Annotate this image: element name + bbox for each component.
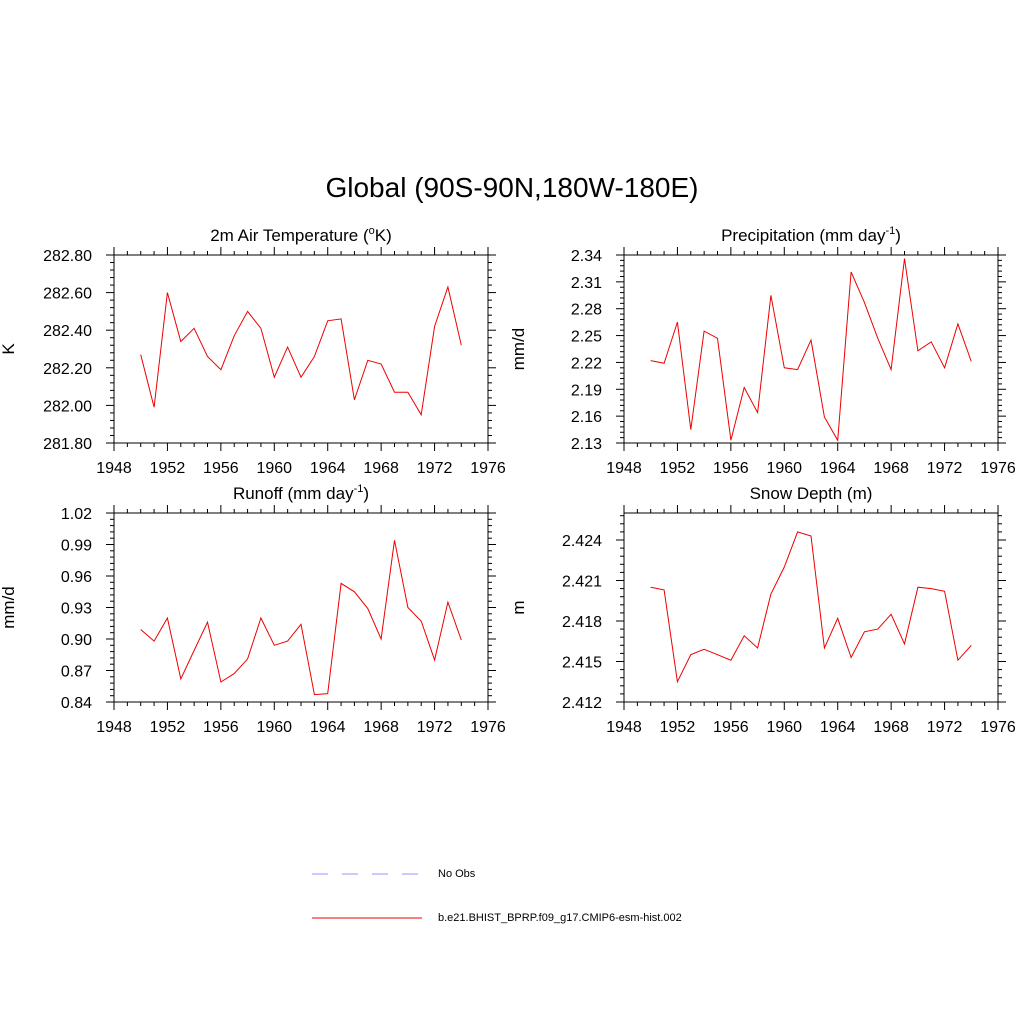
- plot-frame-precipitation: [623, 254, 999, 444]
- panel-title-main: Snow Depth (m): [750, 484, 873, 503]
- y-tick-label: 2.28: [571, 302, 602, 319]
- panel-title-main: Runoff (mm day: [233, 484, 354, 503]
- y-tick-label: 2.13: [571, 436, 602, 453]
- panel-title-tail: ): [895, 226, 901, 245]
- x-tick-label: 1948: [606, 719, 642, 736]
- x-tick-label: 1976: [980, 719, 1016, 736]
- panel-precipitation: 1948 1952 1956 1960 1964 1968 1972 1976 2.13 2.16…: [509, 225, 1016, 477]
- legend-label-no-obs: No Obs: [438, 868, 476, 880]
- x-tick-label: 1948: [96, 719, 132, 736]
- y-tick-label: 2.25: [571, 329, 602, 346]
- series-line-precipitation: [650, 258, 972, 442]
- panel-runoff: 1948 1952 1956 1960 1964 1968 1972 1976 0.84 0.87…: [0, 483, 506, 736]
- x-tick-label: 1960: [766, 460, 802, 477]
- x-tick-label: 1964: [820, 460, 856, 477]
- series-line-runoff: [140, 540, 462, 696]
- y-axis-label-runoff: mm/d: [0, 586, 18, 629]
- x-tick-label: 1972: [417, 460, 453, 477]
- legend-swatch-solid: [312, 917, 422, 919]
- panel-title-superscript: -1: [885, 225, 895, 237]
- plot-frame-runoff: [113, 512, 489, 703]
- panel-snow-depth: 1948 1952 1956 1960 1964 1968 1972 1976 2.412 2.4…: [509, 484, 1016, 736]
- y-tick-label: 0.99: [61, 538, 92, 555]
- x-tick-label: 1964: [820, 719, 856, 736]
- x-tick-label: 1956: [713, 719, 749, 736]
- y-tick-label: 2.415: [562, 655, 602, 672]
- x-tick-label: 1964: [310, 460, 346, 477]
- y-tick-label: 282.20: [43, 361, 92, 378]
- x-tick-label: 1956: [203, 719, 239, 736]
- y-tick-label: 282.00: [43, 398, 92, 415]
- series-line-air-temperature: [140, 285, 462, 417]
- y-tick-label: 282.60: [43, 286, 92, 303]
- x-tick-label: 1960: [256, 719, 292, 736]
- panel-title-tail: ): [363, 484, 369, 503]
- y-tick-label: 282.40: [43, 323, 92, 340]
- x-tick-label: 1952: [660, 719, 696, 736]
- x-tick-label: 1976: [470, 460, 506, 477]
- y-tick-label: 1.02: [61, 506, 92, 523]
- y-tick-label: 281.80: [43, 436, 92, 453]
- panel-title-tail: K): [375, 226, 392, 245]
- y-tick-label: 2.31: [571, 275, 602, 292]
- x-tick-label: 1968: [873, 460, 909, 477]
- panel-air-temperature: 1948 1952 1956 1960 1964 1968 1972 1976 281.80 28…: [0, 225, 506, 477]
- y-tick-label: 2.424: [562, 533, 602, 550]
- y-tick-label: 0.90: [61, 632, 92, 649]
- x-tick-label: 1976: [980, 460, 1016, 477]
- panel-title-main: Precipitation (mm day: [721, 226, 886, 245]
- panel-title-main: 2m Air Temperature (: [210, 226, 369, 245]
- y-tick-label: 2.418: [562, 614, 602, 631]
- x-tick-label: 1948: [606, 460, 642, 477]
- y-axis-label-snow-depth: m: [509, 600, 528, 614]
- y-tick-label: 2.34: [571, 248, 602, 265]
- panel-title-runoff: Runoff (mm day-1): [233, 483, 369, 503]
- x-tick-label: 1972: [417, 719, 453, 736]
- panel-title-superscript: o: [369, 225, 375, 237]
- x-tick-label: 1956: [713, 460, 749, 477]
- x-tick-label: 1956: [203, 460, 239, 477]
- legend-swatch-dashed: [312, 873, 422, 875]
- y-tick-label: 0.96: [61, 569, 92, 586]
- y-tick-label: 2.22: [571, 355, 602, 372]
- y-tick-label: 2.16: [571, 409, 602, 426]
- x-tick-label: 1972: [927, 719, 963, 736]
- x-tick-label: 1968: [363, 460, 399, 477]
- main-title: Global (90S-90N,180W-180E): [325, 172, 699, 203]
- panel-title-precipitation: Precipitation (mm day-1): [721, 225, 901, 245]
- x-tick-label: 1976: [470, 719, 506, 736]
- series-line-snow-depth: [650, 531, 972, 684]
- y-axis-label-precipitation: mm/d: [509, 328, 528, 371]
- y-axis-label-air-temperature: K: [0, 343, 18, 355]
- x-tick-label: 1952: [150, 460, 186, 477]
- x-tick-label: 1960: [766, 719, 802, 736]
- panel-title-superscript: -1: [354, 483, 364, 495]
- x-tick-label: 1972: [927, 460, 963, 477]
- y-tick-label: 0.84: [61, 695, 92, 712]
- x-tick-label: 1952: [660, 460, 696, 477]
- plot-frame-air-temperature: [113, 254, 489, 444]
- x-tick-label: 1964: [310, 719, 346, 736]
- legend-item-model-run: b.e21.BHIST_BPRP.f09_g17.CMIP6-esm-hist.…: [312, 908, 682, 928]
- y-tick-label: 2.412: [562, 695, 602, 712]
- x-tick-label: 1952: [150, 719, 186, 736]
- x-tick-label: 1968: [363, 719, 399, 736]
- legend-label-model-run: b.e21.BHIST_BPRP.f09_g17.CMIP6-esm-hist.…: [438, 912, 682, 924]
- panel-title-air-temperature: 2m Air Temperature (oK): [210, 225, 392, 245]
- y-tick-label: 282.80: [43, 248, 92, 265]
- y-tick-label: 2.421: [562, 574, 602, 591]
- plot-frame-snow-depth: [623, 512, 999, 703]
- y-tick-label: 0.93: [61, 601, 92, 618]
- x-tick-label: 1948: [96, 460, 132, 477]
- panel-title-snow-depth: Snow Depth (m): [750, 484, 873, 503]
- y-tick-label: 0.87: [61, 664, 92, 681]
- x-tick-label: 1960: [256, 460, 292, 477]
- legend-item-no-obs: No Obs: [312, 864, 475, 884]
- x-tick-label: 1968: [873, 719, 909, 736]
- y-tick-label: 2.19: [571, 382, 602, 399]
